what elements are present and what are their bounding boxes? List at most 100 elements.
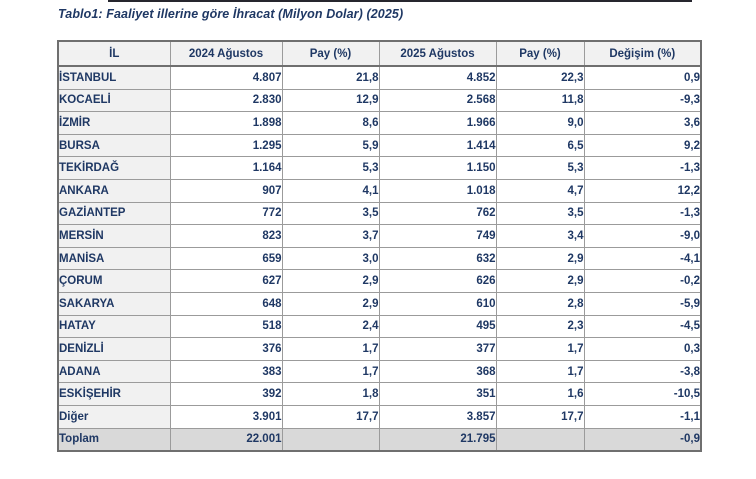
value-cell: -5,9 bbox=[583, 291, 702, 316]
value-cell: 659 bbox=[169, 246, 283, 271]
province-cell: MANİSA bbox=[57, 246, 171, 271]
value-cell: -9,3 bbox=[583, 88, 702, 113]
province-cell: BURSA bbox=[57, 133, 171, 158]
table-row: SAKARYA 648 2,9 610 2,8 -5,9 bbox=[57, 291, 702, 316]
col-header-pay-2025: Pay (%) bbox=[495, 40, 585, 67]
value-cell: 518 bbox=[169, 314, 283, 339]
province-cell: ÇORUM bbox=[57, 269, 171, 293]
total-value-cell: 22.001 bbox=[169, 427, 283, 452]
col-header-2024: 2024 Ağustos bbox=[169, 40, 283, 67]
value-cell: 2,9 bbox=[495, 269, 585, 293]
table-row: Diğer 3.901 17,7 3.857 17,7 -1,1 bbox=[57, 404, 702, 429]
value-cell: 3.857 bbox=[378, 404, 497, 429]
value-cell: 1.898 bbox=[169, 111, 283, 135]
value-cell: 22,3 bbox=[495, 65, 585, 90]
value-cell: -9,0 bbox=[583, 224, 702, 248]
province-cell: Diğer bbox=[57, 404, 171, 429]
table-row: İSTANBUL 4.807 21,8 4.852 22,3 0,9 bbox=[57, 65, 702, 90]
table-row: MERSİN 823 3,7 749 3,4 -9,0 bbox=[57, 224, 702, 248]
value-cell: 2.568 bbox=[378, 88, 497, 113]
value-cell: 4,1 bbox=[281, 178, 380, 203]
value-cell: 17,7 bbox=[281, 404, 380, 429]
value-cell: 4.807 bbox=[169, 65, 283, 90]
value-cell: 3,5 bbox=[495, 201, 585, 226]
value-cell: 1.414 bbox=[378, 133, 497, 158]
value-cell: -3,8 bbox=[583, 359, 702, 384]
value-cell: 1.150 bbox=[378, 156, 497, 180]
total-value-cell: -0,9 bbox=[583, 427, 702, 452]
value-cell: 3,0 bbox=[281, 246, 380, 271]
value-cell: 368 bbox=[378, 359, 497, 384]
value-cell: 2,4 bbox=[281, 314, 380, 339]
table-row: DENİZLİ 376 1,7 377 1,7 0,3 bbox=[57, 337, 702, 361]
value-cell: 1,8 bbox=[281, 382, 380, 406]
value-cell: 3.901 bbox=[169, 404, 283, 429]
value-cell: -4,1 bbox=[583, 246, 702, 271]
province-cell: DENİZLİ bbox=[57, 337, 171, 361]
value-cell: 1,7 bbox=[281, 359, 380, 384]
top-crop-line bbox=[108, 0, 692, 2]
province-cell: ESKİŞEHİR bbox=[57, 382, 171, 406]
value-cell: 2.830 bbox=[169, 88, 283, 113]
value-cell: 1.018 bbox=[378, 178, 497, 203]
province-cell: İZMİR bbox=[57, 111, 171, 135]
value-cell: 2,9 bbox=[495, 246, 585, 271]
col-header-il: İL bbox=[57, 40, 171, 67]
value-cell: 3,5 bbox=[281, 201, 380, 226]
province-cell: KOCAELİ bbox=[57, 88, 171, 113]
value-cell: -0,2 bbox=[583, 269, 702, 293]
value-cell: 907 bbox=[169, 178, 283, 203]
table-row: GAZİANTEP 772 3,5 762 3,5 -1,3 bbox=[57, 201, 702, 226]
value-cell: 1.295 bbox=[169, 133, 283, 158]
table-row: KOCAELİ 2.830 12,9 2.568 11,8 -9,3 bbox=[57, 88, 702, 113]
page-title: Tablo1: Faaliyet illerine göre İhracat (… bbox=[58, 7, 404, 21]
value-cell: 376 bbox=[169, 337, 283, 361]
province-cell: ADANA bbox=[57, 359, 171, 384]
total-value-cell: 21.795 bbox=[378, 427, 497, 452]
value-cell: 12,2 bbox=[583, 178, 702, 203]
value-cell: 2,8 bbox=[495, 291, 585, 316]
value-cell: -4,5 bbox=[583, 314, 702, 339]
value-cell: 0,9 bbox=[583, 65, 702, 90]
table-row: ADANA 383 1,7 368 1,7 -3,8 bbox=[57, 359, 702, 384]
value-cell: 383 bbox=[169, 359, 283, 384]
value-cell: 21,8 bbox=[281, 65, 380, 90]
value-cell: 762 bbox=[378, 201, 497, 226]
value-cell: 2,9 bbox=[281, 291, 380, 316]
total-value-cell bbox=[495, 427, 585, 452]
value-cell: 2,3 bbox=[495, 314, 585, 339]
value-cell: -1,1 bbox=[583, 404, 702, 429]
value-cell: -10,5 bbox=[583, 382, 702, 406]
value-cell: 749 bbox=[378, 224, 497, 248]
value-cell: 392 bbox=[169, 382, 283, 406]
col-header-pay-2024: Pay (%) bbox=[281, 40, 380, 67]
value-cell: 1.966 bbox=[378, 111, 497, 135]
table-row: ESKİŞEHİR 392 1,8 351 1,6 -10,5 bbox=[57, 382, 702, 406]
value-cell: 632 bbox=[378, 246, 497, 271]
value-cell: 377 bbox=[378, 337, 497, 361]
table-row: İZMİR 1.898 8,6 1.966 9,0 3,6 bbox=[57, 111, 702, 135]
table-row: TEKİRDAĞ 1.164 5,3 1.150 5,3 -1,3 bbox=[57, 156, 702, 180]
value-cell: 1,7 bbox=[495, 359, 585, 384]
value-cell: 610 bbox=[378, 291, 497, 316]
value-cell: 3,7 bbox=[281, 224, 380, 248]
table-row: ANKARA 907 4,1 1.018 4,7 12,2 bbox=[57, 178, 702, 203]
value-cell: 1,7 bbox=[495, 337, 585, 361]
total-value-cell bbox=[281, 427, 380, 452]
value-cell: 5,9 bbox=[281, 133, 380, 158]
province-cell: İSTANBUL bbox=[57, 65, 171, 90]
col-header-degisim: Değişim (%) bbox=[583, 40, 702, 67]
export-table: İL 2024 Ağustos Pay (%) 2025 Ağustos Pay… bbox=[57, 40, 702, 453]
value-cell: 823 bbox=[169, 224, 283, 248]
value-cell: 11,8 bbox=[495, 88, 585, 113]
value-cell: 4.852 bbox=[378, 65, 497, 90]
col-header-2025: 2025 Ağustos bbox=[378, 40, 497, 67]
table-row: ÇORUM 627 2,9 626 2,9 -0,2 bbox=[57, 269, 702, 293]
province-cell: MERSİN bbox=[57, 224, 171, 248]
value-cell: 351 bbox=[378, 382, 497, 406]
value-cell: 5,3 bbox=[281, 156, 380, 180]
value-cell: 3,4 bbox=[495, 224, 585, 248]
value-cell: 495 bbox=[378, 314, 497, 339]
value-cell: 12,9 bbox=[281, 88, 380, 113]
